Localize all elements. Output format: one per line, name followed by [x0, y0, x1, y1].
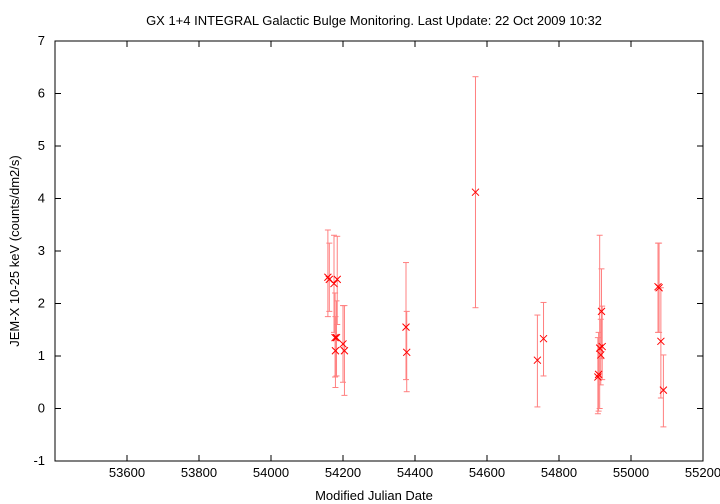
data-point	[332, 333, 341, 342]
x-tick-label: 54200	[325, 465, 361, 480]
x-tick-label: 53800	[181, 465, 217, 480]
data-point	[331, 346, 340, 355]
y-tick-label: 6	[38, 86, 45, 101]
data-point	[339, 340, 347, 348]
y-tick-label: -1	[33, 453, 45, 468]
data-markers	[324, 188, 668, 394]
y-tick-label: 3	[38, 243, 45, 258]
data-point	[340, 346, 349, 355]
data-point	[539, 334, 548, 343]
x-tick-label: 54800	[541, 465, 577, 480]
error-bars	[324, 76, 667, 428]
x-tick-label: 55000	[613, 465, 649, 480]
data-point	[597, 307, 606, 316]
data-point	[533, 356, 542, 365]
y-tick-label: 7	[38, 33, 45, 48]
data-point	[655, 283, 663, 292]
x-tick-label: 54600	[469, 465, 505, 480]
y-tick-label: 2	[38, 296, 45, 311]
data-point	[402, 348, 411, 357]
y-tick-label: 5	[38, 138, 45, 153]
x-tick-label: 54000	[253, 465, 289, 480]
x-tick-label: 54400	[397, 465, 433, 480]
x-tick-label: 53600	[109, 465, 145, 480]
y-tick-label: 1	[38, 348, 45, 363]
data-point	[598, 342, 607, 351]
data-point	[596, 351, 605, 359]
chart-title: GX 1+4 INTEGRAL Galactic Bulge Monitorin…	[146, 13, 602, 28]
y-tick-label: 4	[38, 191, 45, 206]
plot-frame	[54, 40, 704, 462]
data-point	[657, 337, 665, 346]
data-point	[659, 386, 668, 394]
data-point	[594, 370, 603, 379]
y-tick-label: 0	[38, 401, 45, 416]
x-tick-label: 55200	[685, 465, 720, 480]
data-point	[330, 279, 338, 288]
data-point	[333, 275, 342, 284]
x-axis-label: Modified Julian Date	[315, 488, 433, 503]
data-point	[402, 323, 410, 331]
data-point	[331, 333, 339, 342]
data-point	[594, 373, 602, 381]
data-point	[471, 188, 480, 197]
y-axis-label: JEM-X 10-25 keV (counts/dm2/s)	[7, 155, 22, 346]
axis-ticks: 53600 53800 54000 54200 54400 54600 54800 55000…	[33, 33, 720, 480]
